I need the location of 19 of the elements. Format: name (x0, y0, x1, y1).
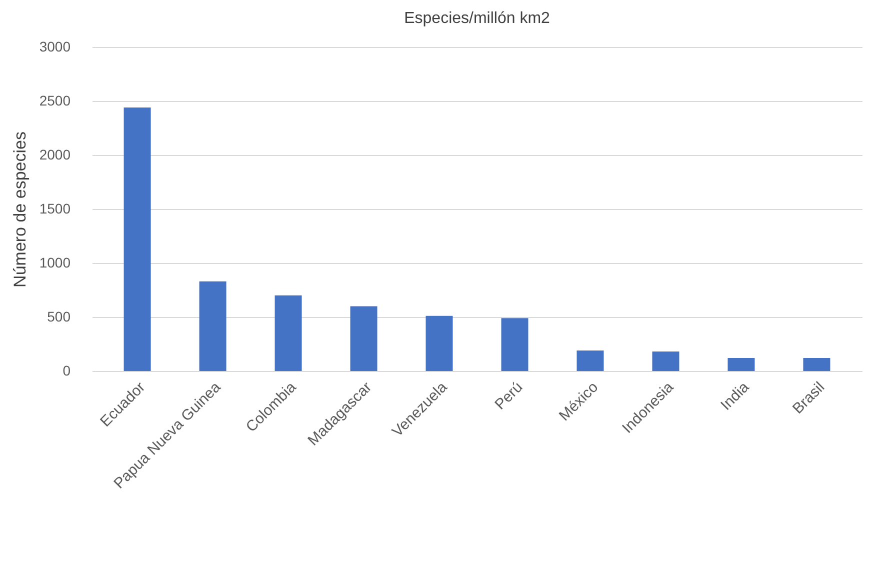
y-tick-label: 1500 (39, 200, 71, 216)
chart-title: Especies/millón km2 (404, 10, 550, 27)
bar (803, 358, 830, 371)
bar (652, 352, 680, 371)
bar (501, 318, 528, 371)
y-tick-label: 2000 (39, 146, 71, 162)
bar (728, 358, 755, 371)
y-tick-label: 2500 (39, 92, 71, 108)
bar (350, 306, 378, 371)
y-tick-label: 3000 (39, 38, 71, 54)
bar (274, 295, 302, 371)
bar (576, 350, 604, 371)
y-tick-label: 0 (62, 362, 71, 378)
y-axis-title: Número de especies (10, 132, 30, 288)
bar (199, 281, 226, 371)
bar (426, 316, 453, 371)
y-tick-label: 1000 (39, 254, 71, 270)
bar (124, 107, 151, 371)
y-tick-label: 500 (47, 308, 71, 324)
